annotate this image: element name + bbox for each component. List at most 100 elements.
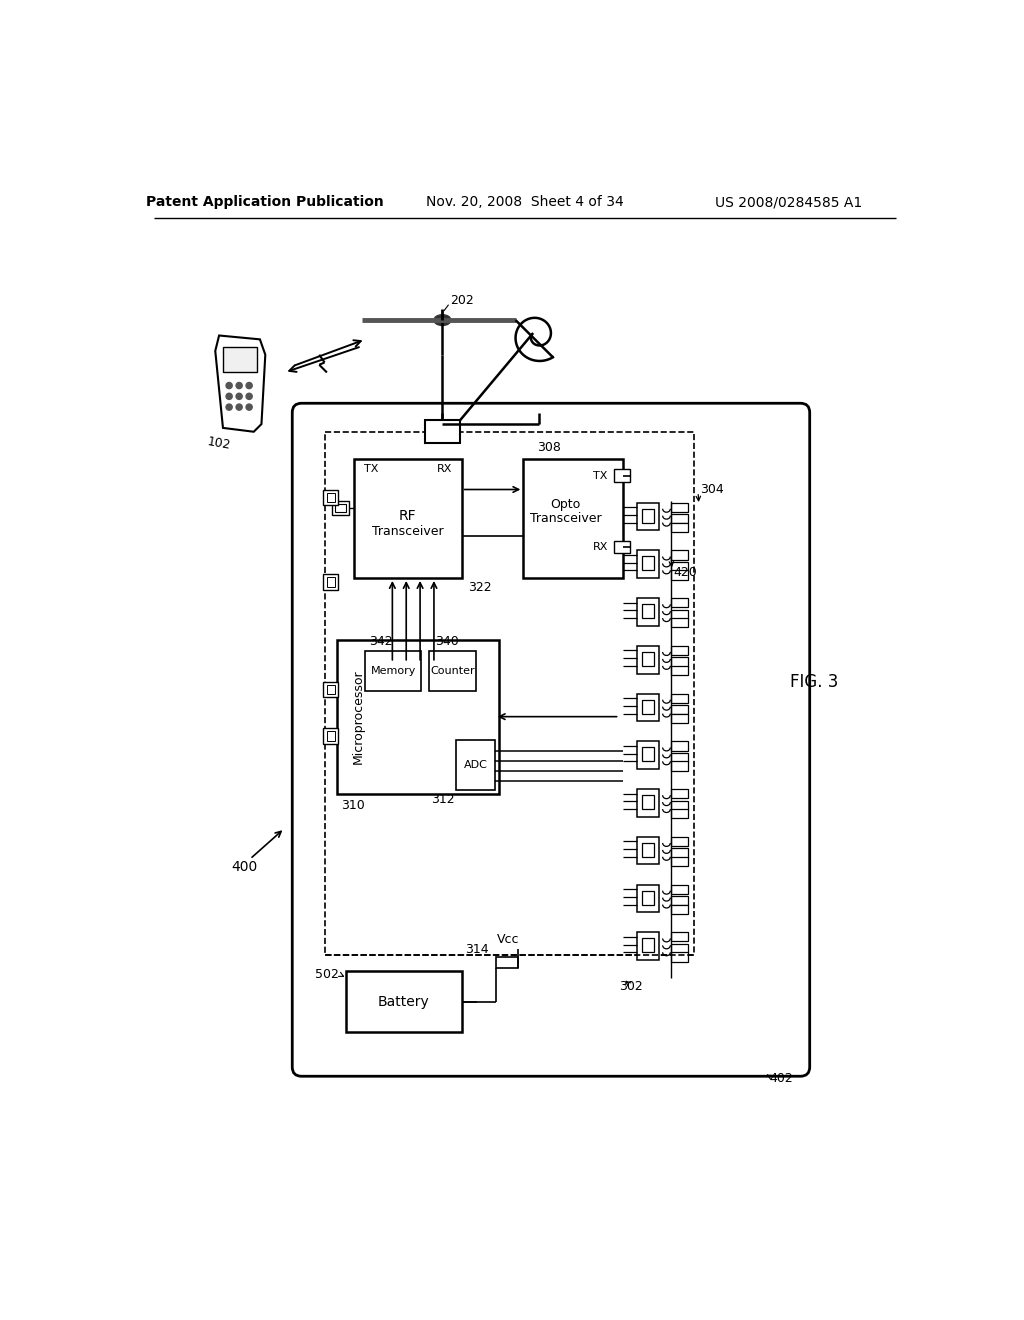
Bar: [671, 714, 688, 723]
Bar: [637, 693, 658, 721]
Text: Transceiver: Transceiver: [529, 512, 601, 525]
Bar: [671, 742, 688, 751]
Bar: [637, 837, 658, 865]
Circle shape: [237, 393, 243, 400]
Bar: [671, 932, 688, 941]
Bar: [323, 490, 339, 504]
Bar: [671, 610, 688, 619]
Bar: [671, 657, 688, 667]
Bar: [497, 957, 518, 968]
Text: Transceiver: Transceiver: [372, 525, 443, 539]
Text: Opto: Opto: [551, 499, 581, 511]
Bar: [642, 700, 654, 714]
Text: 308: 308: [538, 441, 561, 454]
Bar: [642, 795, 654, 809]
Text: 202: 202: [451, 294, 474, 308]
Text: TX: TX: [364, 465, 378, 474]
Bar: [642, 605, 654, 618]
Bar: [323, 729, 339, 743]
Text: 342: 342: [370, 635, 393, 648]
Bar: [671, 896, 688, 906]
Bar: [671, 849, 688, 858]
Text: Nov. 20, 2008  Sheet 4 of 34: Nov. 20, 2008 Sheet 4 of 34: [426, 195, 624, 210]
Bar: [637, 884, 658, 912]
Text: Memory: Memory: [371, 667, 416, 676]
Bar: [642, 508, 654, 523]
Text: 304: 304: [700, 483, 724, 496]
Bar: [642, 891, 654, 904]
Text: RX: RX: [593, 543, 608, 552]
Bar: [327, 685, 335, 694]
Bar: [614, 541, 630, 553]
Bar: [637, 932, 658, 960]
Bar: [671, 762, 688, 771]
Text: 314: 314: [465, 942, 488, 956]
Bar: [671, 837, 688, 846]
Bar: [223, 347, 257, 372]
Text: 400: 400: [231, 859, 258, 874]
Text: 322: 322: [468, 581, 492, 594]
Bar: [346, 970, 462, 1032]
Bar: [614, 470, 630, 482]
Bar: [671, 944, 688, 953]
Text: Microprocessor: Microprocessor: [352, 669, 365, 764]
Bar: [327, 577, 335, 586]
Text: 302: 302: [620, 979, 643, 993]
Bar: [671, 598, 688, 607]
Circle shape: [237, 383, 243, 388]
Bar: [637, 645, 658, 673]
Bar: [523, 459, 624, 578]
Bar: [637, 789, 658, 817]
Bar: [333, 502, 349, 515]
Bar: [457, 739, 495, 789]
Bar: [337, 640, 499, 793]
Text: RF: RF: [399, 510, 417, 524]
Text: Battery: Battery: [378, 994, 430, 1008]
Bar: [671, 809, 688, 818]
Bar: [671, 904, 688, 913]
Bar: [671, 857, 688, 866]
Text: 402: 402: [770, 1072, 794, 1085]
Bar: [642, 652, 654, 665]
Bar: [323, 574, 339, 590]
Bar: [637, 598, 658, 626]
Bar: [671, 515, 688, 524]
Circle shape: [237, 404, 243, 411]
Bar: [637, 742, 658, 770]
Text: Counter: Counter: [430, 667, 475, 676]
Text: 310: 310: [341, 800, 365, 813]
Text: 102: 102: [206, 434, 231, 451]
Text: 312: 312: [431, 792, 455, 805]
Text: US 2008/0284585 A1: US 2008/0284585 A1: [716, 195, 862, 210]
Bar: [637, 550, 658, 578]
Bar: [671, 752, 688, 762]
FancyBboxPatch shape: [292, 404, 810, 1076]
Bar: [637, 503, 658, 531]
Text: Patent Application Publication: Patent Application Publication: [146, 195, 384, 210]
Bar: [425, 420, 460, 444]
Bar: [671, 693, 688, 702]
Bar: [671, 705, 688, 714]
Text: RX: RX: [437, 465, 453, 474]
Circle shape: [226, 383, 232, 388]
Text: 340: 340: [435, 635, 459, 648]
Bar: [325, 432, 694, 956]
Bar: [671, 665, 688, 675]
Text: TX: TX: [593, 471, 607, 480]
Bar: [671, 570, 688, 579]
Bar: [642, 747, 654, 762]
Text: ADC: ADC: [464, 760, 487, 770]
Circle shape: [246, 383, 252, 388]
Bar: [327, 731, 335, 741]
Circle shape: [226, 404, 232, 411]
Text: FIG. 3: FIG. 3: [791, 673, 839, 690]
Bar: [327, 492, 335, 502]
Circle shape: [246, 393, 252, 400]
Bar: [671, 789, 688, 799]
Bar: [671, 800, 688, 810]
Bar: [671, 618, 688, 627]
Bar: [429, 651, 475, 692]
Bar: [366, 651, 421, 692]
Ellipse shape: [434, 314, 451, 326]
Bar: [642, 843, 654, 857]
